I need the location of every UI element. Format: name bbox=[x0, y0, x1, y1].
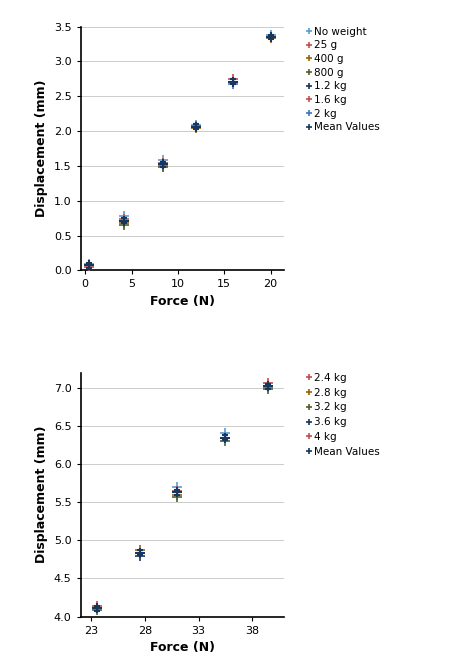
X-axis label: Force (N): Force (N) bbox=[150, 641, 215, 654]
Legend: No weight, 25 g, 400 g, 800 g, 1.2 kg, 1.6 kg, 2 kg, Mean Values: No weight, 25 g, 400 g, 800 g, 1.2 kg, 1… bbox=[306, 27, 380, 133]
X-axis label: Force (N): Force (N) bbox=[150, 295, 215, 308]
Y-axis label: Displacement (mm): Displacement (mm) bbox=[35, 80, 48, 217]
Y-axis label: Displacement (mm): Displacement (mm) bbox=[35, 426, 48, 564]
Legend: 2.4 kg, 2.8 kg, 3.2 kg, 3.6 kg, 4 kg, Mean Values: 2.4 kg, 2.8 kg, 3.2 kg, 3.6 kg, 4 kg, Me… bbox=[306, 373, 380, 457]
